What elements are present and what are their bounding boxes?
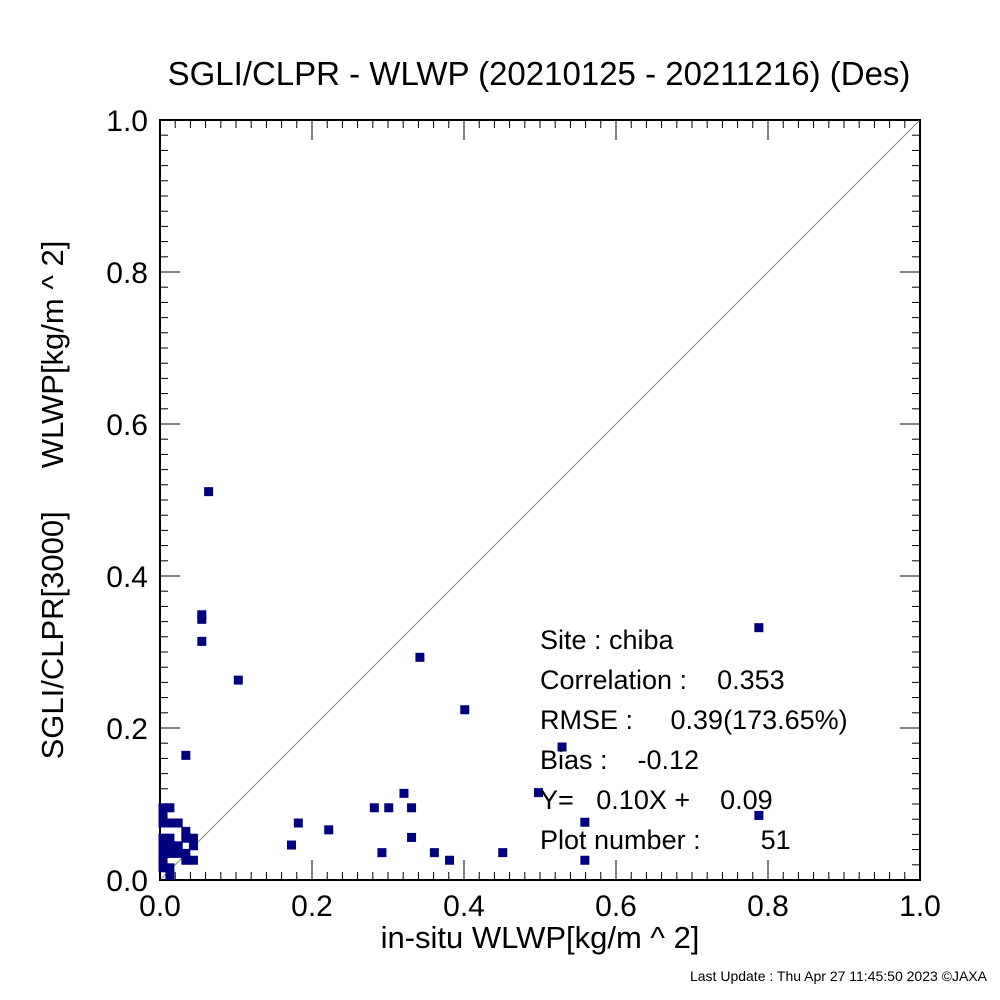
data-point xyxy=(754,623,764,633)
data-point xyxy=(165,848,175,858)
data-point xyxy=(181,833,191,843)
data-point xyxy=(460,705,470,715)
data-point xyxy=(165,833,175,843)
x-tick-label: 1.0 xyxy=(899,890,941,923)
data-point xyxy=(158,833,168,843)
plot-number-text: Plot number : 51 xyxy=(540,825,791,855)
data-point xyxy=(188,841,198,851)
y-tick-label: 0.0 xyxy=(106,865,148,898)
data-point xyxy=(415,652,425,662)
x-tick-label: 0.2 xyxy=(291,890,333,923)
data-point xyxy=(165,863,175,873)
data-point xyxy=(233,675,243,685)
data-point xyxy=(158,810,168,820)
data-point xyxy=(158,855,168,865)
data-point xyxy=(197,636,207,646)
data-point xyxy=(498,848,508,858)
data-point xyxy=(293,818,303,828)
y-tick-label: 0.2 xyxy=(106,713,148,746)
data-point xyxy=(384,803,394,813)
data-point xyxy=(429,848,439,858)
data-point xyxy=(188,855,198,865)
y-tick-label: 1.0 xyxy=(106,105,148,138)
x-tick-labels: 0.0 0.2 0.4 0.6 0.8 1.0 xyxy=(139,890,941,923)
data-point xyxy=(580,855,590,865)
data-point xyxy=(181,848,191,858)
y-tick-labels: 0.0 0.2 0.4 0.6 0.8 1.0 xyxy=(106,105,148,898)
bias-text: Bias : -0.12 xyxy=(540,745,700,775)
data-point xyxy=(165,818,175,828)
x-tick-label: 0.8 xyxy=(747,890,789,923)
x-tick-label: 0.0 xyxy=(139,890,181,923)
data-point xyxy=(165,841,175,851)
data-point xyxy=(158,841,168,851)
rmse-text: RMSE : 0.39(173.65%) xyxy=(540,705,848,735)
data-point xyxy=(197,610,207,620)
data-point xyxy=(165,803,175,813)
data-point xyxy=(754,810,764,820)
data-point xyxy=(173,818,183,828)
data-point xyxy=(158,818,168,828)
data-point xyxy=(181,750,191,760)
data-point xyxy=(158,803,168,813)
data-point xyxy=(399,788,409,798)
x-tick-label: 0.6 xyxy=(595,890,637,923)
data-point xyxy=(324,825,334,835)
data-point xyxy=(173,848,183,858)
data-point xyxy=(407,832,417,842)
one-to-one-line xyxy=(159,119,921,881)
correlation-text: Correlation : 0.353 xyxy=(540,665,785,695)
data-point xyxy=(188,833,198,843)
data-point xyxy=(173,841,183,851)
x-axis-label: in-situ WLWP[kg/m ^ 2] xyxy=(380,920,700,955)
data-point xyxy=(158,848,168,858)
y-tick-label: 0.4 xyxy=(106,561,148,594)
data-point xyxy=(407,803,417,813)
data-point xyxy=(580,817,590,827)
data-point xyxy=(181,855,191,865)
data-points xyxy=(158,487,764,880)
x-tick-label: 0.4 xyxy=(443,890,485,923)
y-axis-label: SGLI/CLPR[3000] WLWP[kg/m ^ 2] xyxy=(35,240,70,760)
data-point xyxy=(181,826,191,836)
chart-title: SGLI/CLPR - WLWP (20210125 - 20211216) (… xyxy=(167,55,911,92)
data-point xyxy=(286,840,296,850)
data-point xyxy=(557,742,567,752)
data-point xyxy=(377,848,387,858)
data-point xyxy=(369,803,379,813)
regression-text: Y= 0.10X + 0.09 xyxy=(540,785,773,815)
data-point xyxy=(158,863,168,873)
y-tick-label: 0.8 xyxy=(106,257,148,290)
data-point xyxy=(165,870,175,880)
data-point xyxy=(197,614,207,624)
site-text: Site : chiba xyxy=(540,625,674,655)
data-point xyxy=(533,788,543,798)
data-point xyxy=(445,855,455,865)
data-point xyxy=(204,487,214,497)
statistics-box: Site : chiba Correlation : 0.353 RMSE : 0.… xyxy=(540,620,848,860)
y-tick-label: 0.6 xyxy=(106,409,148,442)
last-update-footer: Last Update : Thu Apr 27 11:45:50 2023 ©… xyxy=(689,968,987,984)
